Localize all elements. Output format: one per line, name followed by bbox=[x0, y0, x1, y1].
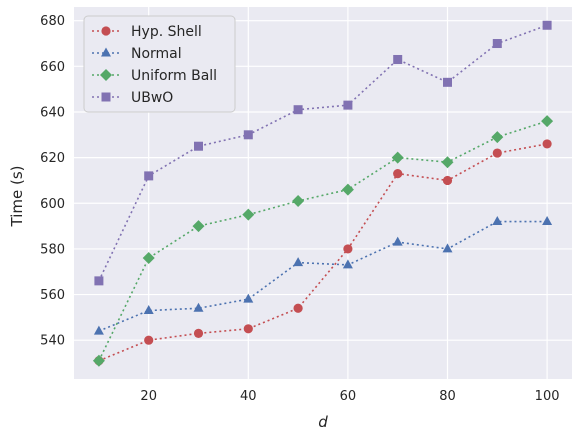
data-point bbox=[442, 243, 453, 253]
data-point bbox=[343, 244, 353, 254]
data-point bbox=[492, 39, 502, 49]
series-line-hyp-shell bbox=[98, 143, 548, 362]
legend: Hyp. Shell Normal Uniform Ball UBwO bbox=[83, 15, 236, 113]
y-tick-label: 540 bbox=[40, 334, 65, 349]
data-point bbox=[142, 252, 155, 265]
x-tick-label: 100 bbox=[535, 389, 560, 404]
data-point bbox=[193, 302, 204, 312]
data-point bbox=[443, 77, 452, 87]
x-tick-label: 60 bbox=[340, 389, 357, 404]
series-line-uniform-ball bbox=[98, 120, 548, 362]
y-tick-label: 660 bbox=[40, 60, 65, 75]
legend-box bbox=[83, 15, 236, 113]
data-point bbox=[492, 216, 503, 226]
legend-label: Normal bbox=[131, 46, 182, 62]
data-point bbox=[541, 115, 554, 128]
x-tick-label: 20 bbox=[140, 389, 157, 404]
data-point bbox=[542, 216, 553, 226]
data-point bbox=[393, 169, 403, 179]
data-point bbox=[143, 305, 154, 315]
data-point bbox=[243, 324, 253, 334]
y-axis-title: Time (s) bbox=[8, 166, 26, 228]
series-line-normal bbox=[98, 220, 548, 332]
y-tick-label: 560 bbox=[40, 288, 65, 303]
data-point bbox=[542, 20, 552, 30]
legend-item: UBwO bbox=[92, 90, 173, 106]
data-point bbox=[441, 156, 454, 169]
legend-marker bbox=[101, 47, 111, 57]
data-point bbox=[243, 130, 253, 140]
series-lines bbox=[98, 24, 548, 362]
series-line-ubwo bbox=[98, 24, 548, 282]
data-point bbox=[194, 141, 203, 151]
data-point bbox=[442, 175, 453, 186]
data-point bbox=[144, 335, 154, 345]
data-point bbox=[542, 139, 552, 149]
series-points-ubwo bbox=[94, 20, 552, 286]
legend-marker bbox=[101, 26, 111, 36]
data-point bbox=[492, 148, 502, 158]
legend-marker bbox=[101, 92, 111, 102]
legend-label: Hyp. Shell bbox=[131, 24, 202, 40]
data-point bbox=[243, 293, 254, 303]
x-axis-title: d bbox=[318, 413, 328, 431]
y-axis-ticks: 540 560 580 600 620 640 660 680 bbox=[40, 14, 65, 349]
series-points-uniform-ball bbox=[92, 115, 554, 367]
data-point bbox=[94, 276, 104, 286]
y-tick-label: 600 bbox=[40, 197, 65, 212]
x-tick-label: 40 bbox=[240, 389, 257, 404]
legend-marker bbox=[100, 69, 112, 81]
y-tick-label: 580 bbox=[40, 242, 65, 257]
y-tick-label: 620 bbox=[40, 151, 65, 166]
legend-label: Uniform Ball bbox=[131, 68, 217, 84]
data-point bbox=[341, 183, 354, 196]
series-points-normal bbox=[93, 216, 553, 335]
y-tick-label: 640 bbox=[40, 105, 65, 120]
data-point bbox=[392, 236, 403, 246]
data-point bbox=[391, 151, 404, 164]
data-point bbox=[93, 325, 104, 335]
data-point bbox=[393, 54, 403, 64]
legend-label: UBwO bbox=[131, 90, 173, 106]
data-point bbox=[293, 257, 304, 267]
data-point bbox=[193, 328, 204, 338]
data-point bbox=[92, 354, 105, 367]
data-point bbox=[293, 105, 303, 115]
data-point bbox=[491, 131, 504, 144]
data-point bbox=[293, 303, 303, 313]
legend-item: Hyp. Shell bbox=[92, 24, 202, 40]
data-point bbox=[242, 208, 255, 221]
legend-item: Normal bbox=[92, 46, 182, 62]
data-point bbox=[343, 100, 353, 110]
data-point bbox=[192, 220, 205, 233]
data-point bbox=[144, 171, 154, 181]
data-point bbox=[292, 194, 305, 207]
legend-item: Uniform Ball bbox=[92, 68, 217, 84]
data-point bbox=[342, 259, 353, 269]
series-markers bbox=[92, 20, 554, 367]
y-tick-label: 680 bbox=[40, 14, 65, 29]
x-axis-ticks: 20 40 60 80 100 bbox=[140, 389, 559, 404]
x-tick-label: 80 bbox=[439, 389, 456, 404]
